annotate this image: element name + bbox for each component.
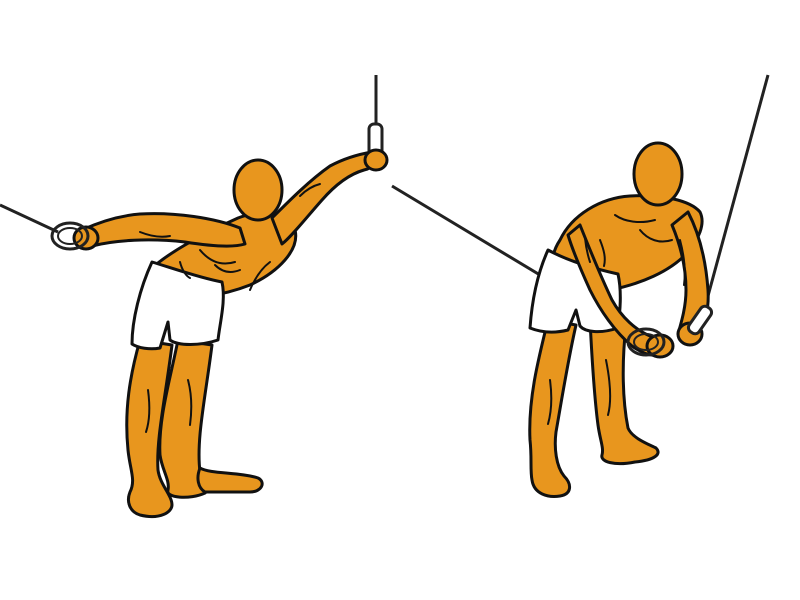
cable-ring-right-inner — [633, 333, 659, 351]
figure-left — [0, 75, 389, 519]
cable-ring-left-inner — [57, 227, 83, 245]
left-figure-back-foot — [196, 466, 264, 494]
cable-ring-left — [50, 221, 90, 251]
cable-right-high — [700, 74, 770, 319]
cable-handle-right — [686, 304, 714, 336]
right-figure-head — [632, 141, 684, 207]
left-figure-hand-right — [363, 148, 389, 172]
right-figure-back-leg — [588, 318, 660, 466]
left-figure-front-leg — [125, 338, 174, 519]
cable-ring-right — [626, 327, 666, 357]
left-figure-shorts — [130, 260, 225, 351]
left-figure-head — [232, 158, 284, 222]
figure-right — [391, 74, 770, 498]
left-figure-arm-left — [77, 212, 247, 248]
left-figure-muscle-lines — [139, 183, 321, 433]
right-figure-muscle-lines — [547, 214, 686, 425]
cable-left-low — [0, 203, 59, 234]
left-figure-arm-right — [270, 150, 377, 246]
right-figure-front-leg — [528, 318, 578, 498]
